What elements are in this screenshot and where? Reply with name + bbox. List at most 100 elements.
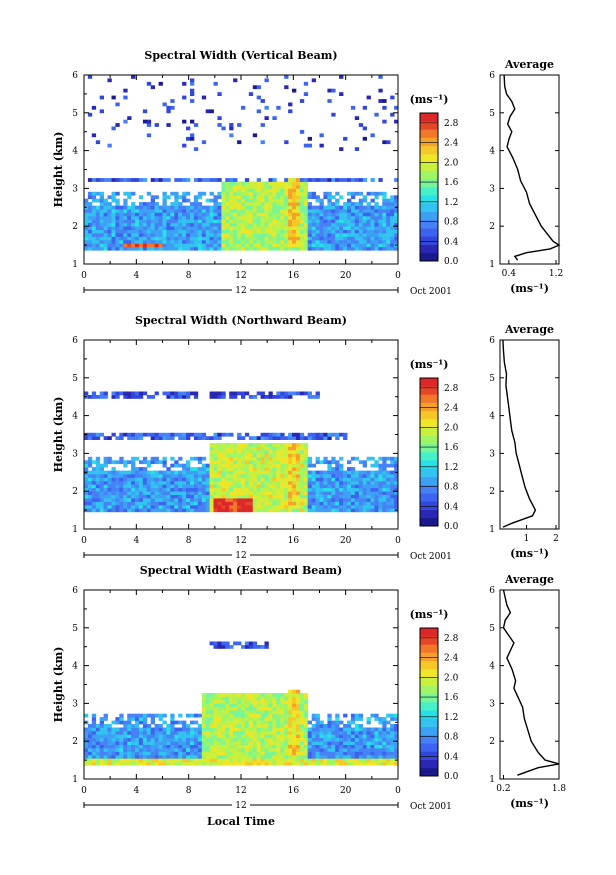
heatmap-cell (374, 202, 379, 206)
heatmap-cell (303, 453, 309, 458)
heatmap-cell (343, 761, 348, 766)
heatmap-cell (319, 202, 324, 206)
heatmap-cell (378, 243, 383, 248)
heatmap-cell (390, 229, 395, 234)
heatmap-cell (315, 494, 320, 499)
heatmap-cell (233, 700, 238, 704)
heatmap-cell (182, 474, 187, 478)
heatmap-cell (299, 741, 305, 745)
heatmap-cell (87, 501, 93, 506)
heatmap-cell (299, 246, 305, 251)
heatmap-cell (268, 730, 273, 735)
heatmap-cell (138, 205, 144, 210)
heatmap-cell (362, 126, 367, 131)
heatmap-cell (284, 477, 289, 482)
heatmap-cell (315, 720, 320, 725)
heatmap-cell (272, 498, 277, 502)
heatmap-cell (91, 236, 97, 241)
heatmap-cell (229, 480, 234, 485)
heatmap-cell (154, 480, 159, 485)
heatmap-cell (217, 504, 222, 509)
heatmap-cell (264, 460, 269, 465)
heatmap-cell (193, 501, 199, 506)
heatmap-cell (241, 744, 246, 749)
heatmap-cell (323, 239, 328, 244)
heatmap-cell (280, 446, 285, 451)
heatmap-cell (284, 202, 289, 206)
heatmap-cell (91, 436, 97, 440)
heatmap-cell (260, 491, 265, 495)
heatmap-cell (87, 748, 93, 752)
heatmap-cell (201, 178, 207, 182)
heatmap-cell (358, 748, 364, 752)
heatmap-cell (390, 508, 395, 513)
heatmap-cell (382, 119, 387, 124)
heatmap-cell (319, 236, 324, 241)
heatmap-cell (288, 191, 293, 196)
heatmap-cell (237, 761, 242, 766)
heatmap-cell (299, 724, 305, 728)
heatmap-cell (295, 195, 301, 200)
heatmap-cell (190, 246, 195, 251)
heatmap-cell (390, 761, 395, 766)
heatmap-cell (343, 222, 348, 227)
heatmap-cell (87, 243, 93, 248)
heatmap-cell (95, 463, 101, 468)
heatmap-cell (233, 239, 238, 244)
heatmap-cell (107, 243, 112, 248)
heatmap-cell (146, 123, 152, 127)
heatmap-cell (288, 730, 293, 735)
heatmap-cell (197, 202, 203, 206)
heatmap-cell (268, 727, 273, 732)
heatmap-cell (123, 724, 128, 728)
heatmap-cell (178, 229, 183, 234)
heatmap-cell (378, 463, 383, 468)
heatmap-cell (225, 713, 230, 718)
average-y-tick-label: 5 (489, 374, 495, 384)
heatmap-cell (248, 233, 254, 237)
heatmap-cell (233, 181, 238, 186)
heatmap-cell (374, 212, 379, 217)
heatmap-cell (303, 188, 309, 193)
heatmap-cell (374, 487, 379, 492)
heatmap-cell (303, 727, 309, 732)
heatmap-cell (225, 484, 230, 489)
heatmap-cell (354, 243, 360, 248)
heatmap-cell (264, 741, 269, 745)
heatmap-cell (174, 212, 179, 217)
heatmap-cell (127, 215, 132, 220)
heatmap-cell (233, 233, 238, 237)
heatmap-cell (233, 737, 238, 742)
heatmap-cell (209, 233, 214, 237)
heatmap-cell (119, 246, 124, 251)
heatmap-cell (292, 209, 297, 213)
heatmap-cell (146, 133, 152, 138)
heatmap-cell (213, 233, 218, 237)
heatmap-cell (193, 236, 199, 241)
heatmap-cell (174, 744, 179, 749)
heatmap-cell (123, 209, 128, 213)
heatmap-cell (378, 178, 383, 182)
heatmap-cell (295, 474, 301, 478)
heatmap-cell (244, 761, 250, 766)
heatmap-cell (186, 126, 191, 131)
heatmap-cell (299, 185, 305, 189)
heatmap-cell (335, 191, 340, 196)
heatmap-cell (84, 233, 89, 237)
heatmap-cell (362, 229, 367, 234)
colorbar-swatch (420, 710, 438, 719)
heatmap-cell (394, 730, 399, 735)
heatmap-cell (142, 720, 148, 725)
heatmap-cell (225, 487, 230, 492)
heatmap-cell (166, 724, 171, 728)
heatmap-cell (288, 188, 293, 193)
heatmap-cell (162, 226, 167, 230)
heatmap-cell (221, 754, 226, 759)
heatmap-cell (193, 487, 199, 492)
heatmap-cell (205, 109, 210, 114)
heatmap-cell (248, 477, 254, 482)
heatmap-cell (95, 737, 101, 742)
heatmap-cell (233, 453, 238, 458)
heatmap-cell (150, 460, 155, 465)
heatmap-cell (268, 487, 273, 492)
